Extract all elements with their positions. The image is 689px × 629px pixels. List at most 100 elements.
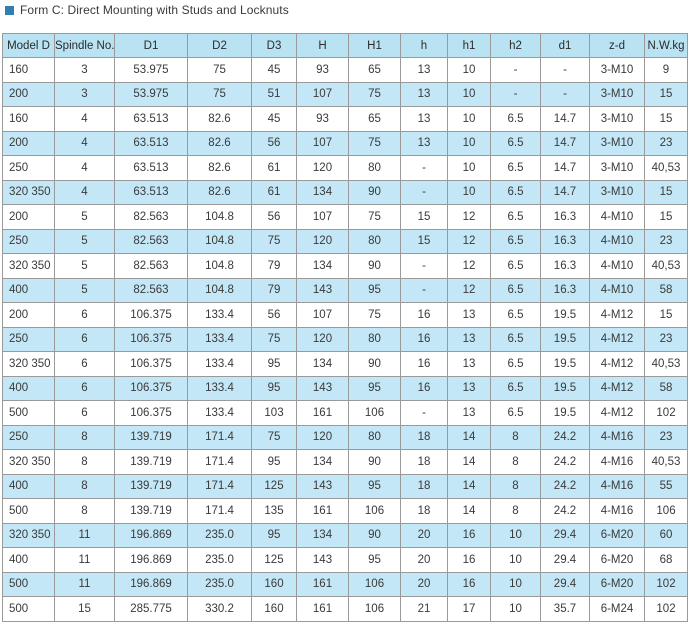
table-cell: 93 bbox=[296, 57, 349, 83]
table-row: 320 350 6 106.375 133.4 95 134 90 16 13 6.5 19.5 4-… bbox=[2, 351, 688, 377]
table-cell: 82.6 bbox=[187, 106, 252, 132]
table-cell: 6 bbox=[54, 326, 115, 352]
table-cell: 235.0 bbox=[187, 547, 252, 573]
table-cell: 13 bbox=[400, 81, 448, 107]
table-cell: 500 bbox=[2, 571, 55, 597]
table-row: 320 350 5 82.563 104.8 79 134 90-12 6.5 16.3 4-M1… bbox=[2, 253, 688, 279]
table-cell: 20 bbox=[400, 547, 448, 573]
table-cell: 6.5 bbox=[490, 277, 541, 303]
table-cell: 104.8 bbox=[187, 253, 252, 279]
table-cell: 13 bbox=[400, 130, 448, 156]
table-cell: 107 bbox=[296, 302, 349, 328]
table-cell: 13 bbox=[447, 400, 491, 426]
table-cell: 160 bbox=[251, 596, 297, 622]
table-cell: 19.5 bbox=[540, 400, 590, 426]
table-cell: 12 bbox=[447, 204, 491, 230]
table-cell: 4 bbox=[54, 179, 115, 205]
table-cell: 60 bbox=[644, 522, 688, 548]
table-cell: 102 bbox=[644, 571, 688, 597]
table-cell: 16 bbox=[400, 351, 448, 377]
table-cell: 4-M10 bbox=[589, 228, 645, 254]
table-cell: 400 bbox=[2, 473, 55, 499]
table-cell: 161 bbox=[296, 498, 349, 524]
table-cell: 16 bbox=[400, 302, 448, 328]
table-cell: 61 bbox=[251, 155, 297, 181]
table-cell: 400 bbox=[2, 277, 55, 303]
table-cell: 23 bbox=[644, 130, 688, 156]
table-cell: 14 bbox=[447, 449, 491, 475]
table-cell: 8 bbox=[54, 424, 115, 450]
table-cell: 20 bbox=[400, 522, 448, 548]
table-cell: 82.6 bbox=[187, 130, 252, 156]
table-cell: 139.719 bbox=[114, 424, 188, 450]
table-cell: 10 bbox=[447, 155, 491, 181]
table-cell: 139.719 bbox=[114, 473, 188, 499]
table-row: 200 3 53.975 75 51 107 75 13 10- -3-M10 15 bbox=[2, 81, 688, 107]
table-cell: 106 bbox=[348, 596, 401, 622]
table-cell: 15 bbox=[54, 596, 115, 622]
table-cell: 8 bbox=[54, 498, 115, 524]
table-cell: 10 bbox=[447, 130, 491, 156]
table-cell: 82.563 bbox=[114, 204, 188, 230]
table-cell: 80 bbox=[348, 228, 401, 254]
table-row: 250 4 63.513 82.6 61 120 80-10 6.5 14.7 3-M10 40,5… bbox=[2, 155, 688, 181]
table-cell: 58 bbox=[644, 277, 688, 303]
table-cell: 63.513 bbox=[114, 130, 188, 156]
column-header: H bbox=[296, 33, 349, 58]
table-cell: 6.5 bbox=[490, 204, 541, 230]
table-row: 250 5 82.563 104.8 75 120 80 15 12 6.5 16.3 4-M10 23 bbox=[2, 228, 688, 254]
table-cell: 16.3 bbox=[540, 253, 590, 279]
table-row: 500 11 196.869 235.0 160 161 106 20 16 10 29.4 6-M2… bbox=[2, 571, 688, 597]
table-cell: 58 bbox=[644, 375, 688, 401]
table-cell: 6.5 bbox=[490, 326, 541, 352]
table-cell: 90 bbox=[348, 253, 401, 279]
table-cell: 13 bbox=[400, 57, 448, 83]
table-cell: 143 bbox=[296, 277, 349, 303]
table-cell: 24.2 bbox=[540, 449, 590, 475]
column-header: Model D bbox=[2, 33, 55, 58]
table-cell: 93 bbox=[296, 106, 349, 132]
table-cell: 6 bbox=[54, 302, 115, 328]
table-cell: 6 bbox=[54, 351, 115, 377]
table-cell: 14 bbox=[447, 424, 491, 450]
table-cell: 56 bbox=[251, 302, 297, 328]
table-cell: 106.375 bbox=[114, 302, 188, 328]
table-cell: 250 bbox=[2, 228, 55, 254]
table-cell: 6 bbox=[54, 375, 115, 401]
table-cell: 95 bbox=[251, 449, 297, 475]
table-cell: 4-M10 bbox=[589, 253, 645, 279]
table-cell: 161 bbox=[296, 596, 349, 622]
table-cell: 16 bbox=[447, 571, 491, 597]
table-cell: 14.7 bbox=[540, 106, 590, 132]
table-cell: 103 bbox=[251, 400, 297, 426]
table-cell: - bbox=[400, 253, 448, 279]
table-cell: 171.4 bbox=[187, 473, 252, 499]
table-cell: 400 bbox=[2, 547, 55, 573]
table-cell: 250 bbox=[2, 155, 55, 181]
table-cell: - bbox=[400, 277, 448, 303]
table-cell: 13 bbox=[447, 375, 491, 401]
table-row: 500 8 139.719 171.4 135 161 106 18 14 8 24.2 4-M16 1… bbox=[2, 498, 688, 524]
table-cell: 95 bbox=[251, 351, 297, 377]
table-cell: 23 bbox=[644, 424, 688, 450]
table-cell: 139.719 bbox=[114, 498, 188, 524]
table-row: 400 5 82.563 104.8 79 143 95-12 6.5 16.3 4-M10 58 bbox=[2, 277, 688, 303]
table-row: 500 6 106.375 133.4 103 161 106-13 6.5 19.5 4-M12… bbox=[2, 400, 688, 426]
table-cell: 82.563 bbox=[114, 228, 188, 254]
table-cell: 40,53 bbox=[644, 449, 688, 475]
table-cell: 9 bbox=[644, 57, 688, 83]
table-cell: 19.5 bbox=[540, 375, 590, 401]
table-row: 500 15 285.775 330.2 160 161 106 21 17 10 35.7 6-M2… bbox=[2, 596, 688, 622]
table-cell: 134 bbox=[296, 179, 349, 205]
specifications-table: Model D Spindle No. D1 D2 D3 H H1 h h1 h2 d1 z-d N.W… bbox=[2, 33, 688, 622]
table-row: 250 8 139.719 171.4 75 120 80 18 14 8 24.2 4-M16 23 bbox=[2, 424, 688, 450]
table-cell: 23 bbox=[644, 228, 688, 254]
table-cell: 3-M10 bbox=[589, 130, 645, 156]
table-cell: 16.3 bbox=[540, 277, 590, 303]
table-cell: 235.0 bbox=[187, 522, 252, 548]
table-cell: 320 350 bbox=[2, 253, 55, 279]
table-cell: 135 bbox=[251, 498, 297, 524]
table-row: 400 8 139.719 171.4 125 143 95 18 14 8 24.2 4-M16 55 bbox=[2, 473, 688, 499]
table-cell: 29.4 bbox=[540, 571, 590, 597]
table-cell: 11 bbox=[54, 522, 115, 548]
